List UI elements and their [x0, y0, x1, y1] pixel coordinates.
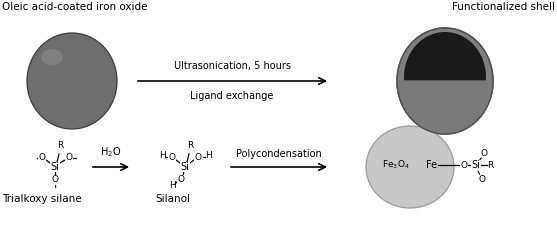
Text: Ligand exchange: Ligand exchange [190, 91, 273, 101]
Text: Functionalized shell: Functionalized shell [452, 2, 555, 12]
Ellipse shape [27, 33, 117, 129]
Text: O: O [478, 175, 486, 184]
Text: R: R [187, 141, 193, 150]
Text: R: R [487, 161, 493, 170]
Text: Oleic acid-coated iron oxide: Oleic acid-coated iron oxide [2, 2, 148, 12]
Text: H: H [159, 151, 165, 161]
Text: H: H [204, 151, 211, 161]
Text: O: O [38, 153, 46, 163]
Text: H$_2$O: H$_2$O [100, 145, 121, 159]
Text: Silanol: Silanol [155, 194, 190, 204]
Text: Fe: Fe [427, 160, 438, 170]
Text: O: O [66, 153, 72, 163]
Text: O: O [461, 161, 467, 170]
Text: H: H [169, 181, 175, 189]
Text: $\mathregular{Fe_3O_4}$: $\mathregular{Fe_3O_4}$ [382, 159, 410, 171]
Text: Polycondensation: Polycondensation [236, 149, 322, 159]
Text: Si: Si [472, 160, 481, 170]
Text: Si: Si [180, 162, 189, 172]
Text: O: O [169, 153, 175, 163]
Text: O: O [178, 176, 184, 185]
Text: O: O [51, 176, 58, 185]
Text: R: R [57, 141, 63, 150]
Text: O: O [481, 148, 487, 158]
Ellipse shape [41, 49, 63, 65]
Text: Ultrasonication, 5 hours: Ultrasonication, 5 hours [173, 61, 291, 71]
Ellipse shape [397, 28, 493, 134]
Ellipse shape [366, 126, 454, 208]
Text: Si: Si [51, 162, 60, 172]
Text: Trialkoxy silane: Trialkoxy silane [2, 194, 82, 204]
Polygon shape [397, 81, 493, 134]
Ellipse shape [404, 32, 486, 122]
Text: O: O [194, 153, 202, 163]
